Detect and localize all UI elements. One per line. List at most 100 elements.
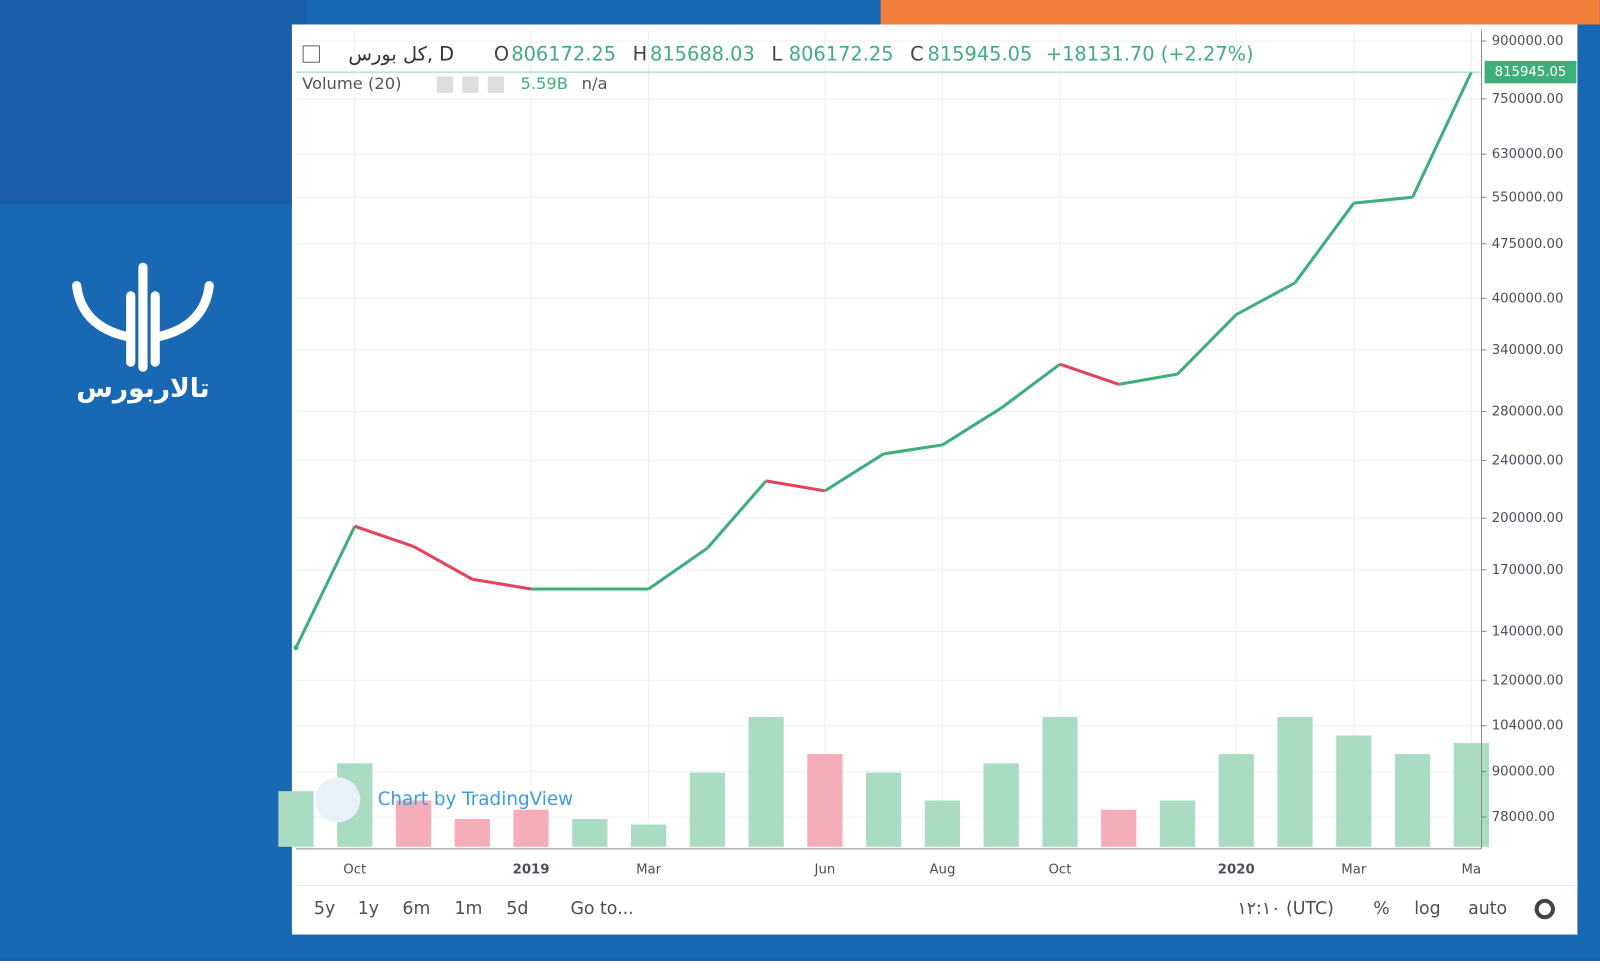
x-tick-label: Aug <box>929 862 955 877</box>
y-tick-label: 750000.00 <box>1492 92 1564 107</box>
price-segment <box>294 525 357 649</box>
volume-bar <box>866 772 902 847</box>
volume-bar <box>395 800 432 847</box>
ohlc-value: 806172.25 <box>511 43 616 66</box>
volume-bar <box>1218 754 1254 847</box>
x-tick-label: Ma <box>1462 862 1482 877</box>
y-tick-label: 400000.00 <box>1492 291 1564 306</box>
volume-name: Volume (20) <box>302 74 401 93</box>
change-label: +18131.70 (+2.27%) <box>1046 43 1254 66</box>
price-segment <box>706 479 768 550</box>
ohlc-key: C <box>910 43 924 66</box>
toolbar-button[interactable]: Go to... <box>570 899 633 919</box>
ohlc-key: H <box>633 43 648 66</box>
price-segment <box>354 524 415 548</box>
chart-title: کل بورس, D <box>348 43 454 66</box>
y-tick-label: 78000.00 <box>1492 810 1555 825</box>
volume-bar <box>513 809 549 847</box>
price-segment <box>1353 195 1413 205</box>
x-tick-label: 2020 <box>1218 862 1255 877</box>
volume-bar <box>807 754 843 847</box>
ohlc-key: L <box>771 43 782 66</box>
watermark-icon <box>315 777 361 823</box>
toolbar-button[interactable]: 5d <box>506 899 528 919</box>
y-tick-label: 240000.00 <box>1492 453 1564 468</box>
volume-bar <box>924 800 961 847</box>
watermark: Chart by TradingView <box>378 789 574 810</box>
volume-last: 5.59B <box>520 74 568 93</box>
toolbar-button[interactable]: % <box>1373 899 1389 919</box>
volume-bar <box>1277 716 1313 847</box>
y-tick-label: 340000.00 <box>1492 343 1564 358</box>
y-tick-label: 550000.00 <box>1492 190 1564 205</box>
volume-ma: n/a <box>582 74 608 93</box>
volume-bar <box>454 818 490 847</box>
ohlc-key: O <box>494 43 509 66</box>
y-tick-label: 280000.00 <box>1492 404 1564 419</box>
y-tick-label: 104000.00 <box>1492 719 1564 734</box>
volume-bar <box>983 763 1019 847</box>
ohlc-value: 815945.05 <box>928 43 1033 66</box>
volume-bar <box>1101 809 1137 847</box>
x-tick-label: Oct <box>343 862 366 877</box>
collapse-icon[interactable] <box>302 45 320 63</box>
price-segment <box>1235 281 1296 316</box>
icon[interactable] <box>436 76 454 93</box>
price-segment <box>1118 372 1178 386</box>
toolbar-button[interactable]: 1y <box>358 899 379 919</box>
volume-bar <box>630 824 667 847</box>
y-tick-label: 475000.00 <box>1492 237 1564 252</box>
logo <box>72 262 214 372</box>
price-segment <box>1000 362 1061 410</box>
toolbar-button[interactable]: 1m <box>454 899 482 919</box>
volume-bar <box>278 791 314 847</box>
price-segment <box>472 577 532 591</box>
x-tick-label: Mar <box>636 862 662 877</box>
y-tick-label: 90000.00 <box>1492 765 1555 780</box>
price-segment <box>1293 202 1356 284</box>
last-price-label: 815945.05 <box>1495 65 1567 80</box>
volume-bar <box>748 716 784 847</box>
volume-bar <box>1336 735 1372 847</box>
toolbar-button[interactable]: ۱۲:۱۰ (UTC) <box>1237 899 1333 919</box>
ohlc-value: 806172.25 <box>789 43 894 66</box>
icon[interactable] <box>462 76 479 93</box>
toolbar-button[interactable]: auto <box>1468 899 1507 919</box>
price-segment <box>765 479 826 493</box>
price-segment <box>1176 313 1238 376</box>
price-segment <box>647 546 709 591</box>
price-segment <box>824 452 885 493</box>
orange-bar <box>880 0 1600 25</box>
volume-bar <box>1042 716 1078 847</box>
y-tick-label: 630000.00 <box>1492 147 1564 162</box>
price-segment <box>412 545 474 581</box>
y-tick-label: 200000.00 <box>1492 511 1564 526</box>
icon[interactable] <box>487 76 505 93</box>
volume-bar <box>1159 800 1196 847</box>
toolbar-button[interactable]: 5y <box>314 899 335 919</box>
x-tick-label: 2019 <box>513 862 550 877</box>
toolbar-button[interactable]: 6m <box>402 899 430 919</box>
ohlc-value: 815688.03 <box>650 43 755 66</box>
y-tick-label: 140000.00 <box>1492 624 1564 639</box>
y-tick-label: 170000.00 <box>1492 563 1564 578</box>
x-tick-label: Oct <box>1049 862 1072 877</box>
price-segment <box>941 406 1003 447</box>
last-price-box <box>1484 60 1577 84</box>
settings-icon[interactable] <box>1534 898 1555 920</box>
price-segment <box>883 443 943 456</box>
logo-text: تالاربورس <box>76 373 209 404</box>
volume-bar <box>1394 754 1431 847</box>
y-tick-label: 120000.00 <box>1492 673 1564 688</box>
background-corner <box>0 0 307 205</box>
y-tick-label: 900000.00 <box>1492 34 1564 49</box>
volume-bar <box>572 818 608 847</box>
price-segment <box>1059 362 1120 386</box>
x-tick-label: Mar <box>1341 862 1367 877</box>
volume-bar <box>689 772 725 847</box>
price-segment <box>1411 71 1473 198</box>
x-tick-label: Jun <box>814 862 836 877</box>
volume-bar <box>1453 743 1489 847</box>
toolbar-button[interactable]: log <box>1414 899 1440 919</box>
